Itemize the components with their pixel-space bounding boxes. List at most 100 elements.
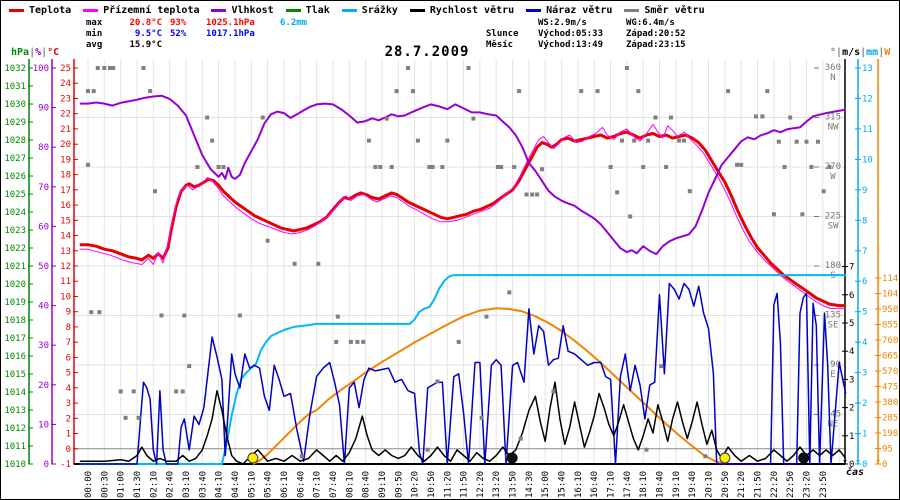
svg-text:12: 12 — [60, 262, 71, 272]
svg-text:1022: 1022 — [4, 244, 26, 254]
svg-text:16: 16 — [60, 201, 71, 211]
svg-text:10: 10 — [38, 420, 49, 430]
unit-separator: | — [878, 47, 885, 58]
svg-text:1030: 1030 — [4, 100, 26, 110]
sun-marker — [247, 452, 259, 464]
stats-max-temp: 20.8°C — [129, 18, 162, 28]
svg-text:6: 6 — [862, 277, 867, 287]
legend-label: Srážky — [361, 5, 398, 16]
axis-unit-hPa: hPa — [11, 47, 30, 58]
left-axis-units: hPa|%|°C — [11, 47, 59, 58]
time-label: 01:30 — [133, 471, 143, 498]
svg-text:5: 5 — [862, 308, 867, 318]
time-label: 05:10 — [247, 471, 257, 498]
svg-text:4: 4 — [862, 338, 867, 348]
legend-item-3: Tlak — [285, 5, 330, 16]
legend-swatch — [9, 9, 24, 12]
legend-swatch — [83, 9, 99, 12]
time-label: 19:40 — [688, 471, 698, 498]
axis-unit-: ° — [830, 47, 837, 58]
legend-item-2: Vlhkost — [211, 5, 274, 16]
wind-speed-axis: 0 1 2 3 4 5 6 7 ↓ — [842, 59, 854, 470]
svg-text:1020: 1020 — [4, 280, 26, 290]
svg-text:40: 40 — [38, 302, 49, 312]
svg-text:3: 3 — [66, 399, 71, 409]
axis-unit-mm: mm — [866, 47, 879, 58]
svg-text:7: 7 — [849, 263, 854, 273]
svg-text:4: 4 — [66, 384, 71, 394]
svg-text:285: 285 — [882, 414, 898, 424]
axis-zero-arrow: ↓ — [875, 454, 881, 465]
svg-text:24: 24 — [60, 79, 71, 89]
stats-max-row: max 20.8°C 93% 1025.1hPa 6.2mm — [86, 18, 307, 29]
unit-separator: | — [860, 47, 867, 58]
rychlost-vetru-curve — [79, 381, 847, 465]
time-label: 15:00 — [541, 471, 551, 498]
axis-zero-arrow: ↓ — [842, 454, 848, 465]
svg-text:25: 25 — [60, 64, 71, 74]
time-label: 21:20 — [737, 471, 747, 498]
svg-text:950: 950 — [882, 305, 898, 315]
time-label: 17:40 — [623, 471, 633, 498]
time-label: 03:40 — [198, 471, 208, 498]
time-label: 23:20 — [803, 471, 813, 498]
legend-swatch — [341, 9, 357, 12]
time-label: 23:50 — [819, 471, 829, 498]
svg-text:3: 3 — [849, 375, 854, 385]
legend-item-1: Přízemní teplota — [83, 5, 199, 16]
time-label: 01:00 — [117, 471, 127, 498]
legend-swatch — [285, 9, 301, 12]
svg-text:0: 0 — [44, 460, 49, 470]
svg-text:1: 1 — [66, 430, 71, 440]
time-label: 05:40 — [264, 471, 274, 498]
svg-text:50: 50 — [38, 262, 49, 272]
time-label: 03:10 — [182, 471, 192, 498]
astro-markers — [247, 452, 810, 464]
svg-text:1026: 1026 — [4, 172, 26, 182]
moon-label: Měsíc — [486, 40, 514, 50]
moon-marker — [798, 452, 810, 464]
axis-unit-C: °C — [47, 47, 60, 58]
axis-unit-: % — [35, 47, 42, 58]
svg-text:N: N — [830, 73, 835, 83]
legend-item-7: Směr větru — [624, 5, 705, 16]
svg-text:1027: 1027 — [4, 154, 26, 164]
time-label: 06:10 — [280, 471, 290, 498]
wind-gust-max: WG:6.4m/s — [626, 18, 675, 28]
svg-text:20: 20 — [38, 381, 49, 391]
svg-text:1018: 1018 — [4, 316, 26, 326]
svg-text:1045: 1045 — [882, 290, 899, 300]
time-label: 17:10 — [607, 471, 617, 498]
svg-text:380: 380 — [882, 398, 898, 408]
time-label: 14:30 — [525, 471, 535, 498]
legend-label: Směr větru — [644, 5, 705, 16]
sunset-time: Západ:20:52 — [626, 29, 686, 39]
time-label: 20:50 — [721, 471, 731, 498]
svg-text:315: 315 — [825, 113, 841, 123]
moonrise-time: Východ:13:49 — [538, 40, 604, 50]
svg-text:475: 475 — [882, 383, 898, 393]
svg-text:270: 270 — [825, 162, 841, 172]
legend-swatch — [526, 9, 542, 12]
svg-text:1014: 1014 — [4, 388, 26, 398]
svg-text:8: 8 — [66, 323, 71, 333]
svg-text:-1: -1 — [60, 460, 71, 470]
legend-label: Teplota — [29, 5, 72, 16]
time-label: 08:10 — [345, 471, 355, 498]
legend-label: Tlak — [305, 5, 330, 16]
svg-text:3: 3 — [862, 369, 867, 379]
teplota-curve — [79, 130, 846, 308]
svg-text:2: 2 — [66, 414, 71, 424]
svg-text:W: W — [830, 172, 836, 182]
legend-swatch — [211, 9, 227, 12]
svg-text:1031: 1031 — [4, 82, 26, 92]
time-label: 19:10 — [672, 471, 682, 498]
svg-text:60: 60 — [38, 222, 49, 232]
humidity-axis: 0 10 20 30 40 50 60 70 80 90 100 — [33, 59, 56, 470]
time-label: 09:50 — [394, 471, 404, 498]
axis-unit-W: W — [884, 47, 891, 58]
stats-min-humidity: 52% — [170, 29, 187, 39]
time-label: 06:40 — [296, 471, 306, 498]
svg-text:570: 570 — [882, 367, 898, 377]
time-label: 15:40 — [558, 471, 568, 498]
